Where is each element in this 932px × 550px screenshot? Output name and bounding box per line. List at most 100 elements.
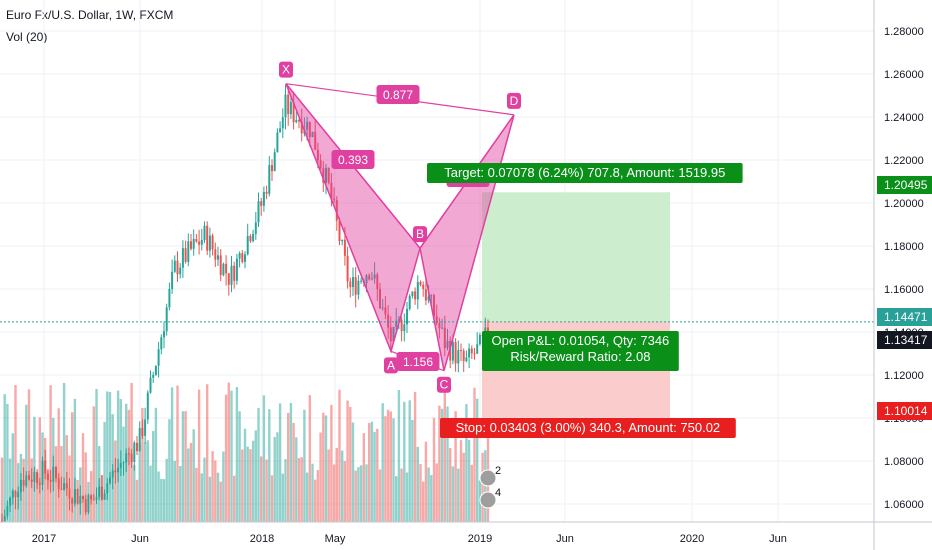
volume-bar bbox=[308, 395, 311, 522]
candle-body bbox=[52, 466, 55, 482]
candle-body bbox=[168, 289, 171, 308]
candle-body bbox=[130, 453, 133, 462]
candle-body bbox=[49, 479, 52, 482]
volume-bar bbox=[14, 385, 17, 522]
candle-body bbox=[195, 238, 198, 242]
volume-bar bbox=[303, 409, 306, 522]
candle-body bbox=[165, 307, 168, 332]
volume-indicator-label[interactable]: Vol (20) bbox=[6, 30, 48, 44]
volume-bar bbox=[476, 398, 479, 522]
candle-body bbox=[114, 470, 117, 473]
candle-body bbox=[454, 341, 457, 364]
volume-bar bbox=[30, 458, 33, 522]
candle-body bbox=[184, 248, 187, 262]
volume-bar bbox=[146, 440, 149, 522]
candle-body bbox=[73, 489, 76, 504]
candle-body bbox=[279, 128, 282, 133]
volume-bar bbox=[54, 446, 58, 522]
candle-body bbox=[217, 255, 219, 260]
candle-body bbox=[63, 483, 66, 490]
target-info: Target: 0.07078 (6.24%) 707.8, Amount: 1… bbox=[427, 163, 743, 183]
price-axis-tick: 1.22000 bbox=[884, 155, 924, 167]
volume-bar bbox=[214, 460, 217, 522]
volume-bar bbox=[149, 465, 152, 522]
volume-bar bbox=[46, 468, 50, 522]
pattern-ratio-label: 0.393 bbox=[338, 153, 368, 167]
volume-bar bbox=[295, 437, 298, 522]
candle-body bbox=[138, 428, 141, 452]
candle-body bbox=[408, 295, 411, 309]
candle-body bbox=[443, 327, 446, 349]
candle-body bbox=[468, 348, 471, 358]
volume-bar bbox=[162, 479, 166, 522]
volume-bar bbox=[432, 417, 436, 522]
candle-body bbox=[295, 119, 298, 123]
volume-bar bbox=[446, 406, 449, 522]
candle-body bbox=[117, 467, 120, 473]
pattern-point-badge bbox=[507, 92, 521, 109]
volume-bar bbox=[278, 403, 282, 522]
candle-body bbox=[349, 281, 352, 288]
volume-bar bbox=[243, 428, 247, 522]
candle-body bbox=[397, 319, 400, 321]
time-axis-tick: May bbox=[325, 533, 346, 545]
price-label-bg bbox=[877, 331, 932, 349]
volume-bar bbox=[135, 479, 139, 522]
candle-body bbox=[25, 475, 28, 486]
volume-bar bbox=[235, 387, 239, 522]
volume-bar bbox=[481, 452, 484, 522]
volume-bar bbox=[359, 465, 363, 522]
candle-body bbox=[338, 220, 341, 242]
candle-body bbox=[206, 225, 209, 251]
candle-body bbox=[127, 453, 130, 455]
volume-bar bbox=[392, 418, 395, 522]
volume-bar bbox=[397, 390, 401, 522]
pattern-point-label: X bbox=[282, 63, 290, 77]
candles bbox=[1, 84, 489, 523]
volume-bar bbox=[276, 432, 279, 522]
candle-body bbox=[152, 375, 155, 378]
volume-bar bbox=[92, 406, 95, 522]
candle-body bbox=[235, 258, 238, 281]
volume-bar bbox=[284, 459, 287, 522]
candle-body bbox=[154, 365, 157, 376]
candle-body bbox=[76, 489, 79, 504]
candle-body bbox=[343, 239, 346, 256]
volume-bar bbox=[106, 391, 109, 522]
candle-body bbox=[219, 255, 222, 276]
candle-body bbox=[181, 248, 184, 268]
volume-bar bbox=[230, 390, 233, 522]
candle-body bbox=[11, 490, 14, 498]
candle-body bbox=[330, 182, 333, 199]
target-info-bg bbox=[427, 163, 743, 183]
stop-info-text: Stop: 0.03403 (3.00%) 340.3, Amount: 750… bbox=[456, 420, 721, 435]
volume-bar bbox=[349, 406, 352, 522]
candle-body bbox=[268, 165, 271, 194]
volume-bar bbox=[440, 408, 444, 522]
volume-bar bbox=[430, 475, 433, 522]
candle-body bbox=[146, 392, 149, 420]
volume-bar bbox=[227, 382, 230, 522]
volume-bar bbox=[189, 442, 193, 522]
candle-body bbox=[422, 284, 425, 290]
candle-body bbox=[214, 249, 217, 260]
volume-bar bbox=[438, 405, 441, 522]
volume-bar bbox=[405, 472, 409, 522]
volume-bar bbox=[81, 433, 85, 522]
time-axis-tick: 2017 bbox=[32, 533, 56, 545]
candle-body bbox=[252, 233, 255, 242]
volume-bar bbox=[281, 473, 284, 522]
candle-body bbox=[241, 253, 244, 262]
volume-bar bbox=[73, 398, 77, 522]
candle-body bbox=[292, 101, 295, 123]
volume-bar bbox=[238, 411, 241, 522]
volume-bar bbox=[343, 461, 347, 522]
candle-body bbox=[133, 442, 136, 462]
target-info-text: Target: 0.07078 (6.24%) 707.8, Amount: 1… bbox=[444, 165, 725, 180]
price-axis-tick: 1.18000 bbox=[884, 241, 924, 253]
candle-body bbox=[457, 350, 460, 364]
volume-bar bbox=[319, 432, 322, 522]
pattern-point-badge bbox=[384, 357, 398, 374]
candle-body bbox=[6, 505, 9, 516]
